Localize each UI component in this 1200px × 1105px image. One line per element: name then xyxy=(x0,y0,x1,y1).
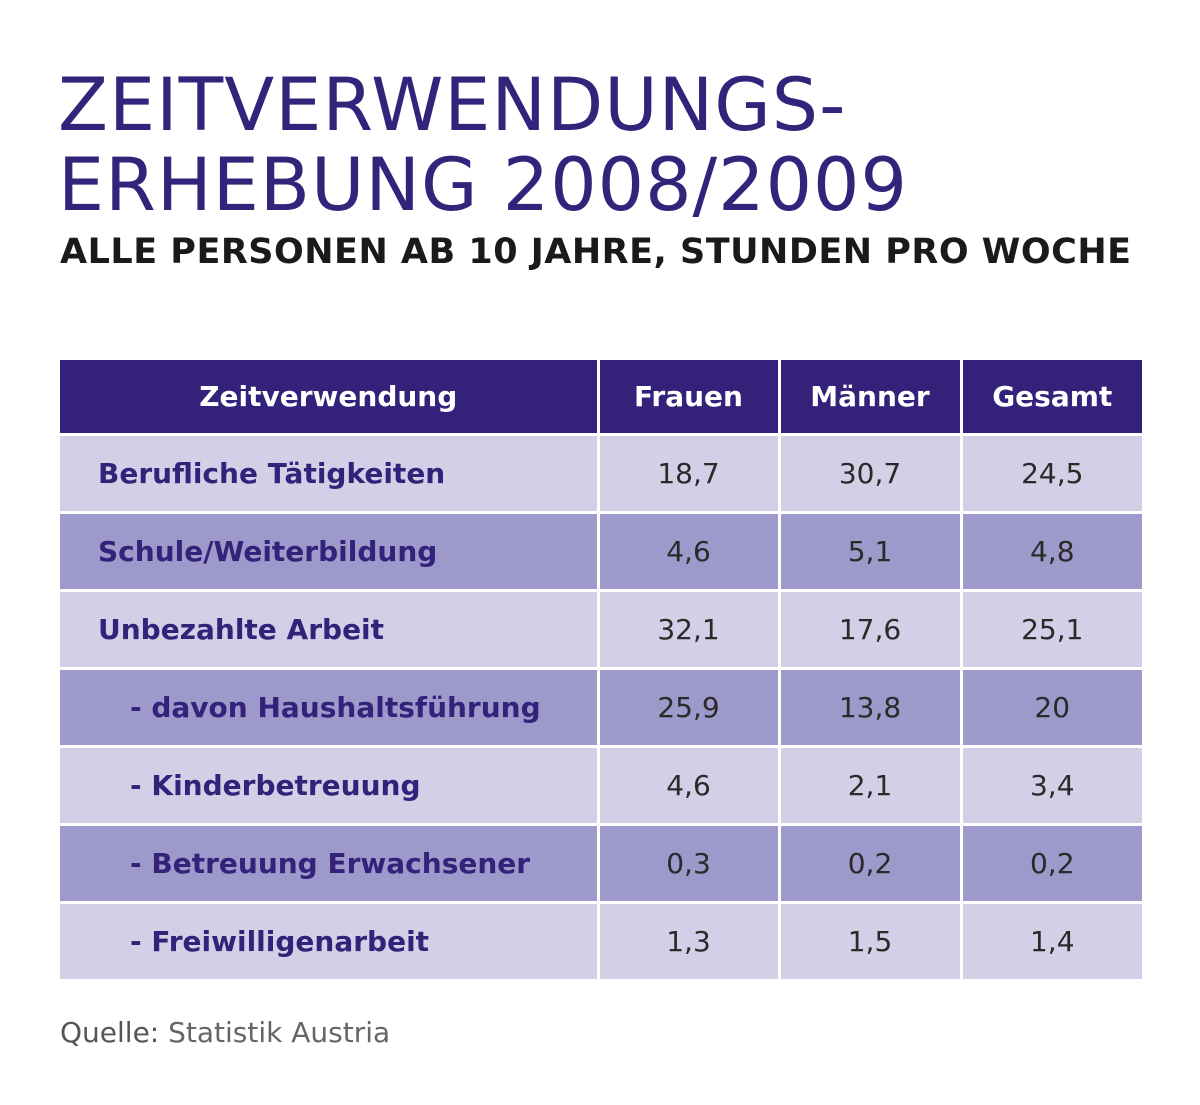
value-maenner: 1,5 xyxy=(777,902,961,982)
table-row: - Kinderbetreuung 4,6 2,1 3,4 xyxy=(60,746,1142,826)
value-frauen: 4,6 xyxy=(596,512,779,592)
row-label: - Freiwilligenarbeit xyxy=(60,902,598,982)
source-note: Quelle: Statistik Austria xyxy=(60,1016,390,1049)
value-frauen: 4,6 xyxy=(596,746,779,826)
value-maenner: 13,8 xyxy=(777,668,961,748)
value-frauen: 32,1 xyxy=(596,590,779,670)
value-gesamt: 1,4 xyxy=(959,902,1142,982)
value-gesamt: 0,2 xyxy=(959,824,1142,904)
table-header: Zeitverwendung Frauen Männer Gesamt xyxy=(60,360,1142,436)
data-table-wrapper: Zeitverwendung Frauen Männer Gesamt Beru… xyxy=(60,360,1142,982)
source-value: Statistik Austria xyxy=(168,1016,391,1049)
data-table: Zeitverwendung Frauen Männer Gesamt Beru… xyxy=(60,360,1142,982)
column-header-maenner: Männer xyxy=(777,360,961,436)
row-label: Schule/Weiterbildung xyxy=(60,512,598,592)
value-frauen: 18,7 xyxy=(596,434,779,514)
value-gesamt: 25,1 xyxy=(959,590,1142,670)
value-frauen: 0,3 xyxy=(596,824,779,904)
value-maenner: 5,1 xyxy=(777,512,961,592)
column-header-frauen: Frauen xyxy=(596,360,779,436)
header-row: Zeitverwendung Frauen Männer Gesamt xyxy=(60,360,1142,436)
value-maenner: 30,7 xyxy=(777,434,961,514)
column-header-zeitverwendung: Zeitverwendung xyxy=(60,360,598,436)
value-frauen: 25,9 xyxy=(596,668,779,748)
source-label: Quelle: xyxy=(60,1016,160,1049)
subtitle: ALLE PERSONEN AB 10 JAHRE, STUNDEN PRO W… xyxy=(60,232,1132,272)
value-gesamt: 20 xyxy=(959,668,1142,748)
value-frauen: 1,3 xyxy=(596,902,779,982)
table-row: Unbezahlte Arbeit 32,1 17,6 25,1 xyxy=(60,590,1142,670)
value-gesamt: 3,4 xyxy=(959,746,1142,826)
table-body: Berufliche Tätigkeiten 18,7 30,7 24,5 Schule… xyxy=(60,434,1142,982)
title-line-2: ERHEBUNG 2008/2009 xyxy=(58,143,908,228)
table-row: Berufliche Tätigkeiten 18,7 30,7 24,5 xyxy=(60,434,1142,514)
value-gesamt: 4,8 xyxy=(959,512,1142,592)
row-label: - Kinderbetreuung xyxy=(60,746,598,826)
title-line-1: ZEITVERWENDUNGS- xyxy=(58,63,847,148)
table-row: - Betreuung Erwachsener 0,3 0,2 0,2 xyxy=(60,824,1142,904)
row-label: Berufliche Tätigkeiten xyxy=(60,434,598,514)
value-maenner: 17,6 xyxy=(777,590,961,670)
column-header-gesamt: Gesamt xyxy=(959,360,1142,436)
row-label: Unbezahlte Arbeit xyxy=(60,590,598,670)
table-row: Schule/Weiterbildung 4,6 5,1 4,8 xyxy=(60,512,1142,592)
value-gesamt: 24,5 xyxy=(959,434,1142,514)
row-label: - Betreuung Erwachsener xyxy=(60,824,598,904)
value-maenner: 2,1 xyxy=(777,746,961,826)
table-row: - Freiwilligenarbeit 1,3 1,5 1,4 xyxy=(60,902,1142,982)
row-label: - davon Haushaltsführung xyxy=(60,668,598,748)
page-title: ZEITVERWENDUNGS- ERHEBUNG 2008/2009 xyxy=(58,66,1158,226)
value-maenner: 0,2 xyxy=(777,824,961,904)
table-row: - davon Haushaltsführung 25,9 13,8 20 xyxy=(60,668,1142,748)
